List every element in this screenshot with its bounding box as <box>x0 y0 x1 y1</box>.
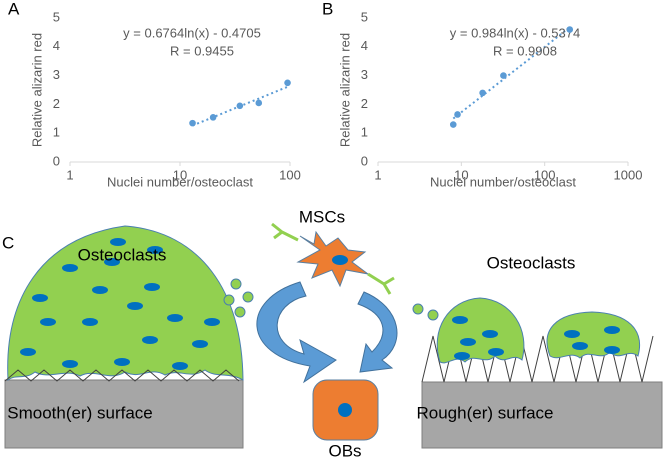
y-tick-label: 1 <box>53 125 60 140</box>
nucleus <box>82 318 98 326</box>
nucleus <box>127 302 143 310</box>
nucleus <box>144 283 160 291</box>
receptor <box>367 272 395 295</box>
nucleus <box>332 255 348 265</box>
trendline-r: R = 0.9455 <box>170 43 234 58</box>
point <box>454 111 461 118</box>
trendline-equation: y = 0.984ln(x) - 0.5374 <box>450 25 580 40</box>
nucleus <box>604 326 620 334</box>
x-tick-label: 1 <box>374 167 381 182</box>
nucleus <box>204 318 220 326</box>
label: Rough(er) surface <box>416 403 553 422</box>
y-tick-label: 5 <box>53 9 60 24</box>
nucleus <box>40 318 56 326</box>
label: MSCs <box>299 207 345 226</box>
y-tick-label: 5 <box>361 9 368 24</box>
nucleus <box>564 330 580 338</box>
y-axis-label: Relative alizarin red <box>29 33 44 147</box>
point <box>189 119 196 127</box>
trendline-r: R = 0.9908 <box>493 43 557 58</box>
trendline-equation: y = 0.6764ln(x) - 0.4705 <box>123 25 261 40</box>
label: OBs <box>328 441 361 460</box>
nucleus <box>460 338 476 346</box>
point <box>479 89 486 97</box>
receptor <box>271 222 299 242</box>
diagram <box>4 222 663 449</box>
x-tick-label: 10 <box>454 167 468 182</box>
label: Osteoclasts <box>487 253 576 272</box>
arrow <box>357 291 398 373</box>
nucleus <box>167 314 183 322</box>
point <box>449 121 457 128</box>
osteoclast <box>436 297 525 364</box>
y-axis-label: Relative alizarin red <box>337 33 352 147</box>
nucleus <box>20 348 36 356</box>
nucleus <box>604 346 620 354</box>
nucleus <box>172 362 188 370</box>
x-axis-label: Nuclei number/osteoclast <box>107 174 253 189</box>
y-tick-label: 3 <box>361 67 368 82</box>
y-tick-label: 4 <box>53 38 60 53</box>
point <box>284 79 291 87</box>
nucleus <box>110 238 126 246</box>
nucleus <box>104 258 120 266</box>
nucleus <box>92 286 108 294</box>
x-axis-label: Nuclei number/osteoclast <box>430 174 576 189</box>
nucleus <box>572 342 588 350</box>
smooth-surface <box>4 379 244 449</box>
point <box>236 102 244 110</box>
y-tick-label: 1 <box>361 125 368 140</box>
point <box>255 99 263 107</box>
y-tick-label: 0 <box>53 153 60 168</box>
point <box>209 114 217 121</box>
label: Smooth(er) surface <box>7 403 153 422</box>
nucleus <box>192 340 208 348</box>
panel-label: B <box>322 0 333 18</box>
x-tick-label: 100 <box>534 167 556 182</box>
nucleus <box>114 358 130 366</box>
point <box>566 26 574 33</box>
y-tick-label: 2 <box>53 96 60 111</box>
nucleus <box>32 294 48 302</box>
y-tick-label: 2 <box>361 96 368 111</box>
x-tick-label: 10 <box>173 167 187 182</box>
y-tick-label: 3 <box>53 67 60 82</box>
label: Osteoclasts <box>78 245 167 264</box>
nucleus <box>482 330 498 338</box>
nucleus <box>142 336 158 344</box>
arrow <box>256 281 337 384</box>
osteoclast <box>546 311 640 359</box>
nucleus <box>62 360 78 368</box>
nucleus <box>454 352 470 360</box>
nucleus <box>488 348 504 356</box>
panel-label: C <box>2 233 14 252</box>
vesicles <box>223 278 439 321</box>
trendline <box>452 26 571 120</box>
panel-label: A <box>8 0 20 18</box>
x-tick-label: 1 <box>66 167 73 182</box>
y-tick-label: 4 <box>361 38 368 53</box>
spikes <box>4 369 240 382</box>
nucleus <box>452 316 468 324</box>
y-tick-label: 0 <box>361 153 368 168</box>
point <box>500 72 507 79</box>
x-tick-label: 1000 <box>614 167 643 182</box>
nucleus <box>62 264 78 272</box>
nucleus <box>338 403 352 417</box>
rough-surface <box>421 381 663 449</box>
nucleus <box>147 246 163 254</box>
x-tick-label: 100 <box>279 167 301 182</box>
